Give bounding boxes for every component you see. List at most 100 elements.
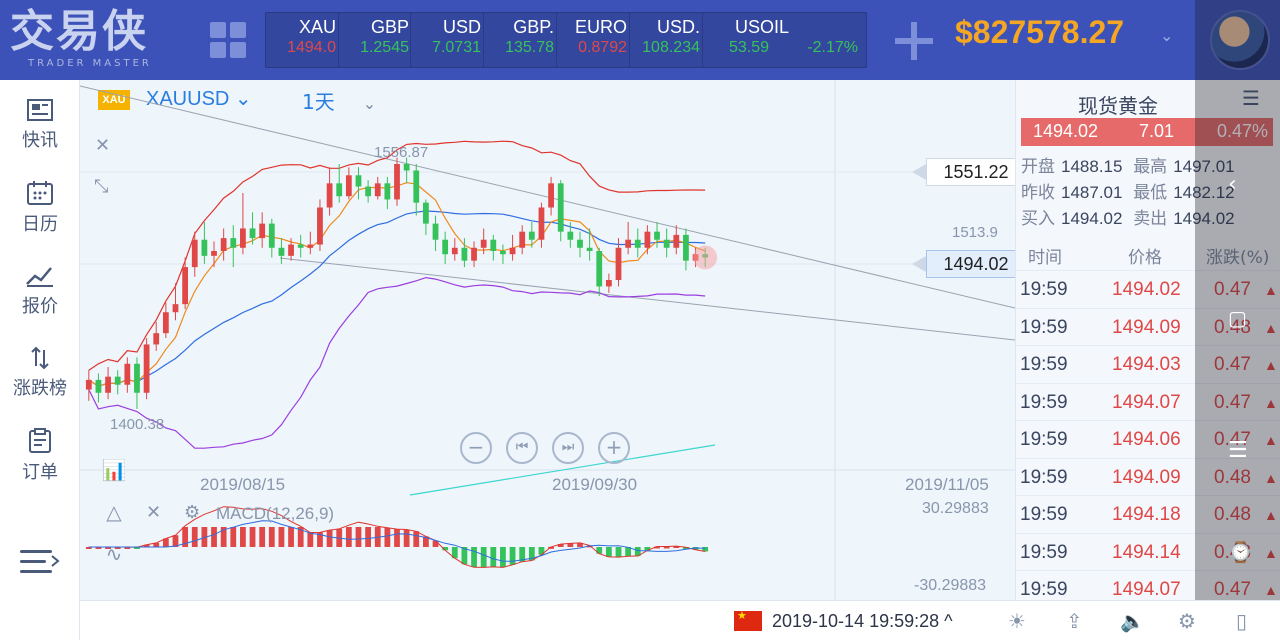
- macd-bar: [182, 527, 189, 547]
- alarm-icon[interactable]: ⌚: [1228, 540, 1253, 564]
- sidebar-item-calendar[interactable]: 日历: [0, 180, 80, 236]
- macd-axis-top: 30.29883: [922, 500, 989, 517]
- oscillator-icon[interactable]: ∿: [105, 542, 123, 566]
- sidebar: 快讯 日历 报价 涨跌榜 订单: [0, 80, 80, 640]
- ticker-5[interactable]: EURO 0.8792: [556, 12, 634, 68]
- candle-body: [336, 183, 343, 197]
- macd-bar: [654, 546, 660, 549]
- price-marker-current: 1494.02: [912, 250, 1026, 278]
- indicator-icon[interactable]: 📊: [101, 458, 127, 482]
- draw-tool-icon[interactable]: △: [106, 500, 122, 524]
- collapse-icon[interactable]: ⤡: [94, 176, 109, 197]
- macd-bar: [191, 527, 198, 547]
- macd-bar: [172, 535, 179, 547]
- macd-bar: [509, 547, 516, 565]
- close-indicator-icon[interactable]: ✕: [146, 502, 162, 523]
- candle-body: [586, 247, 593, 251]
- candle-body: [268, 223, 275, 248]
- account-balance[interactable]: $827578.27: [955, 14, 1125, 50]
- macd-bar: [423, 536, 429, 547]
- header-price: 价格: [1128, 248, 1162, 268]
- macd-bar: [500, 547, 506, 567]
- trade-price: 1494.18: [1112, 504, 1181, 525]
- trade-change: 0.47: [1214, 279, 1251, 300]
- period-selector[interactable]: 1天 ⌄: [302, 86, 376, 115]
- ticker-6[interactable]: USD. 108.234: [629, 12, 707, 68]
- settings-icon[interactable]: ⚙: [1178, 609, 1196, 633]
- square-icon[interactable]: ▢: [1228, 306, 1247, 330]
- candle-body: [230, 238, 237, 248]
- ticker-symbol: GBP: [370, 17, 409, 37]
- scroll-end-button[interactable]: ⏭: [552, 432, 584, 464]
- symbol-selector[interactable]: XAUUSD ⌄: [146, 88, 252, 110]
- sidebar-item-orders[interactable]: 订单: [0, 428, 80, 484]
- sidebar-item-quote[interactable]: 报价: [0, 264, 80, 318]
- trade-price: 1494.09: [1112, 466, 1181, 488]
- zoom-out-button[interactable]: −: [460, 432, 492, 464]
- candle-body: [326, 183, 333, 208]
- china-flag-icon: [734, 609, 762, 631]
- menu-icon[interactable]: ☰: [1228, 438, 1248, 463]
- scroll-start-button[interactable]: ⏮: [506, 432, 538, 464]
- candle-body: [423, 202, 429, 224]
- sound-icon[interactable]: 🔈: [1120, 609, 1145, 633]
- candle-body: [500, 251, 506, 255]
- balance-dropdown-icon[interactable]: ⌄: [1160, 26, 1174, 45]
- ticker-symbol: USOIL: [735, 17, 790, 37]
- chart-panel[interactable]: XAU XAUUSD ⌄ 1天 ⌄ ✕ ⤡ 1556.87 1400.38 151…: [80, 80, 1026, 600]
- ticker-2[interactable]: GBP 1.2545: [338, 12, 416, 68]
- candle-body: [201, 239, 208, 256]
- close-icon[interactable]: ✕: [95, 135, 111, 156]
- trade-row: 19:59 1494.09 0.48 ▲: [1016, 307, 1280, 345]
- ticker-7[interactable]: USOIL 53.59 -2.17%: [702, 12, 867, 68]
- macd-bar: [451, 547, 458, 559]
- screen-edge-overlay: [1195, 0, 1280, 640]
- buy-label: 买入: [1021, 209, 1055, 228]
- zoom-in-button[interactable]: +: [598, 432, 630, 464]
- candle-body: [384, 183, 391, 200]
- share-icon[interactable]: ⇪: [1066, 609, 1083, 633]
- open-high-row: 开盘 1488.15 最高 1497.01: [1021, 152, 1241, 177]
- ticker-3[interactable]: USD 7.0731: [410, 12, 488, 68]
- chart-header: XAU XAUUSD ⌄ 1天 ⌄: [80, 80, 780, 118]
- low-value: 1482.12: [1173, 183, 1235, 202]
- candle-body: [683, 234, 689, 261]
- candlestick-chart[interactable]: [80, 80, 1015, 600]
- candle-body: [557, 183, 564, 232]
- trade-row: 19:59 1494.03 0.47 ▲: [1016, 345, 1280, 382]
- ticker-change: -2.17%: [807, 39, 858, 56]
- detail-list-icon[interactable]: ☰: [1242, 86, 1260, 110]
- candle-body: [490, 239, 497, 251]
- ticker-price: 7.0731: [432, 39, 481, 56]
- status-bar: 2019-10-14 19:59:28 ^ ☀ ⇪ 🔈 ⚙ ▯: [80, 600, 1280, 640]
- price-change: 7.01: [1139, 121, 1175, 141]
- indicator-settings-icon[interactable]: ⚙: [184, 502, 201, 523]
- trade-change: 0.48: [1214, 466, 1251, 488]
- date-label: 2019/08/15: [200, 475, 286, 494]
- add-symbol-button[interactable]: [895, 22, 933, 60]
- caret-up-icon: ^: [944, 611, 953, 631]
- ticker-4[interactable]: GBP. 135.78: [483, 12, 561, 68]
- candle-body: [153, 333, 160, 345]
- sell-value: 1494.02: [1173, 209, 1235, 228]
- phone-icon[interactable]: ▯: [1236, 609, 1248, 633]
- ticker-1[interactable]: XAU 1494.0: [265, 12, 343, 68]
- brightness-icon[interactable]: ☀: [1008, 609, 1026, 633]
- ticker-symbol: GBP.: [513, 17, 554, 37]
- trade-time: 19:59: [1020, 354, 1068, 375]
- avatar[interactable]: [1210, 10, 1270, 70]
- low-label: 1400.38: [110, 416, 165, 433]
- trade-change: 0.48: [1214, 504, 1251, 525]
- candle-body: [105, 376, 111, 393]
- trade-price: 1494.02: [1112, 279, 1181, 300]
- date-label: 2019/11/05: [905, 475, 989, 494]
- back-arrow-icon[interactable]: ‹: [1228, 172, 1237, 197]
- more-menu-icon[interactable]: [20, 548, 60, 576]
- macd-bar: [548, 546, 554, 549]
- server-time[interactable]: 2019-10-14 19:59:28 ^: [772, 611, 953, 632]
- sidebar-item-news[interactable]: 快讯: [0, 98, 80, 152]
- sidebar-item-ranking[interactable]: 涨跌榜: [0, 346, 80, 400]
- candle-body: [413, 170, 420, 203]
- order-icon: [29, 428, 51, 453]
- grid-menu-icon[interactable]: [210, 22, 248, 60]
